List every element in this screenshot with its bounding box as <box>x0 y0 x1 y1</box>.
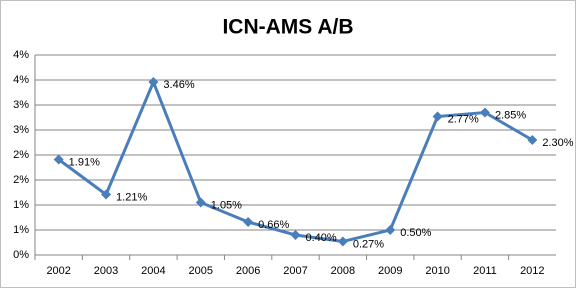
data-label: 1.05% <box>211 199 242 211</box>
x-tick-label: 2012 <box>520 265 544 277</box>
chart-title: ICN-AMS A/B <box>222 16 353 39</box>
marker <box>385 225 396 235</box>
x-tick-label: 2006 <box>236 265 260 277</box>
y-tick-label: 2% <box>13 149 29 161</box>
data-label: 2.30% <box>542 137 573 149</box>
x-tick-label: 2007 <box>283 265 307 277</box>
data-label: 1.91% <box>69 156 100 168</box>
marker <box>195 197 206 208</box>
data-label: 3.46% <box>163 79 194 91</box>
x-tick-label: 2004 <box>141 265 165 277</box>
x-tick-label: 2009 <box>378 265 402 277</box>
marker <box>432 111 443 122</box>
data-label: 0.27% <box>353 238 384 250</box>
x-tick-label: 2010 <box>425 265 449 277</box>
data-label: 0.50% <box>400 227 431 239</box>
x-tick-label: 2008 <box>331 265 355 277</box>
marker <box>527 135 538 145</box>
x-tick-label: 2002 <box>46 265 70 277</box>
data-label: 2.77% <box>448 113 479 125</box>
marker <box>101 189 112 200</box>
x-tick-label: 2003 <box>94 265 118 277</box>
y-tick-label: 1% <box>13 199 29 211</box>
x-tick-label: 2011 <box>473 265 497 277</box>
y-tick-label: 3% <box>13 99 29 111</box>
marker <box>243 217 254 227</box>
marker <box>479 107 490 118</box>
y-tick-label: 4% <box>13 74 29 86</box>
y-tick-label: 2% <box>13 174 29 186</box>
marker <box>53 154 64 165</box>
y-tick-label: 1% <box>13 224 29 236</box>
data-label: 0.66% <box>258 219 289 231</box>
x-tick-label: 2005 <box>189 265 213 277</box>
marker <box>337 236 348 247</box>
data-label: 0.40% <box>306 232 337 244</box>
marker <box>148 77 159 87</box>
data-label: 1.21% <box>116 191 147 203</box>
y-tick-label: 3% <box>13 124 29 136</box>
y-tick-label: 0% <box>13 249 29 261</box>
y-tick-label: 4% <box>13 49 29 61</box>
data-label: 2.85% <box>495 109 526 121</box>
marker <box>290 230 301 240</box>
